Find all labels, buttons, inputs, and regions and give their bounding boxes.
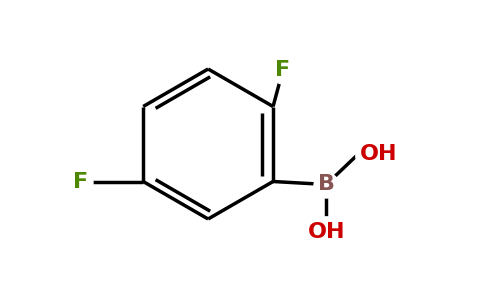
Text: F: F (73, 172, 88, 191)
Text: OH: OH (360, 145, 398, 164)
Text: B: B (318, 175, 335, 194)
Text: F: F (275, 61, 290, 80)
Text: OH: OH (307, 223, 345, 242)
